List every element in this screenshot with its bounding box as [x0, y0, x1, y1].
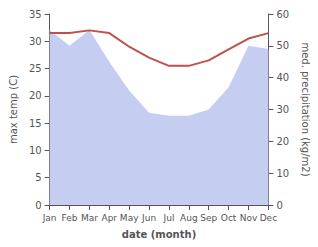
svg-text:Aug: Aug	[180, 213, 198, 223]
svg-text:Nov: Nov	[240, 213, 258, 223]
svg-text:Jul: Jul	[163, 213, 175, 223]
svg-text:0: 0	[35, 200, 41, 211]
svg-text:20: 20	[29, 90, 42, 101]
svg-text:Sep: Sep	[200, 213, 217, 223]
svg-text:60: 60	[276, 9, 289, 20]
svg-text:Jun: Jun	[141, 213, 156, 223]
svg-text:10: 10	[276, 168, 289, 179]
svg-text:Dec: Dec	[260, 213, 277, 223]
svg-text:med. precipitation (kg/m2): med. precipitation (kg/m2)	[300, 42, 311, 176]
svg-text:Oct: Oct	[221, 213, 237, 223]
svg-text:25: 25	[29, 63, 42, 74]
svg-text:0: 0	[276, 200, 282, 211]
svg-text:max temp (C): max temp (C)	[8, 75, 19, 144]
svg-text:30: 30	[276, 104, 289, 115]
svg-text:50: 50	[276, 40, 289, 51]
svg-text:Feb: Feb	[62, 213, 78, 223]
svg-text:May: May	[120, 213, 139, 223]
svg-text:10: 10	[29, 145, 42, 156]
svg-text:5: 5	[35, 172, 41, 183]
svg-text:Apr: Apr	[101, 213, 117, 223]
svg-text:15: 15	[29, 118, 42, 129]
svg-text:35: 35	[29, 9, 42, 20]
svg-text:20: 20	[276, 136, 289, 147]
svg-text:40: 40	[276, 72, 289, 83]
svg-text:Mar: Mar	[81, 213, 98, 223]
svg-text:30: 30	[29, 36, 42, 47]
svg-text:date (month): date (month)	[122, 229, 196, 240]
svg-text:Jan: Jan	[42, 213, 57, 223]
